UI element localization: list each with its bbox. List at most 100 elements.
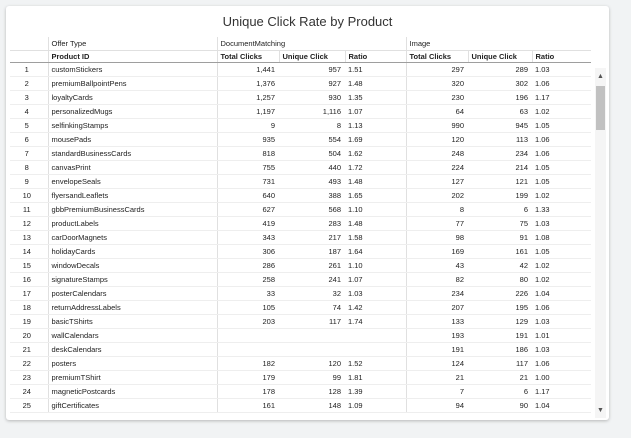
img-unique-click-cell: 21 [468, 370, 532, 385]
img-total-clicks-cell: 133 [405, 314, 468, 329]
dm-ratio-cell: 1.03 [345, 286, 406, 301]
dm-total-clicks-cell: 731 [216, 174, 279, 189]
table-row: 19 basicTShirts 203 117 1.74 133 129 1.03 [10, 314, 591, 329]
img-ratio-cell: 1.06 [532, 356, 591, 371]
header-dm-ratio[interactable]: Ratio [344, 50, 406, 63]
img-total-clicks-cell: 21 [405, 370, 468, 385]
dm-ratio-cell: 1.69 [345, 132, 406, 147]
img-total-clicks-cell: 191 [405, 342, 468, 357]
img-total-clicks-cell: 202 [405, 188, 468, 203]
dm-ratio-cell: 1.13 [345, 118, 406, 133]
product-id-cell: deskCalendars [47, 342, 217, 357]
img-total-clicks-cell: 43 [405, 258, 468, 273]
scroll-up-icon[interactable]: ▲ [597, 73, 604, 80]
product-id-cell: windowDecals [47, 258, 217, 273]
header-img-ratio[interactable]: Ratio [531, 50, 591, 63]
product-id-cell: selfinkingStamps [47, 118, 217, 133]
img-unique-click-cell: 117 [468, 356, 532, 371]
header-index-spacer [10, 37, 48, 51]
dm-total-clicks-cell: 179 [216, 370, 279, 385]
product-id-cell: customStickers [47, 62, 217, 77]
row-index: 3 [10, 90, 48, 105]
dm-ratio-cell: 1.52 [345, 356, 406, 371]
dm-ratio-cell: 1.09 [345, 398, 406, 413]
img-total-clicks-cell: 193 [405, 328, 468, 343]
product-id-cell: mousePads [47, 132, 217, 147]
row-index: 6 [10, 132, 48, 147]
dm-unique-click-cell: 120 [279, 356, 345, 371]
product-id-cell: envelopeSeals [47, 174, 217, 189]
img-ratio-cell: 1.06 [532, 76, 591, 91]
dm-ratio-cell: 1.81 [345, 370, 406, 385]
img-total-clicks-cell: 82 [405, 272, 468, 287]
dm-unique-click-cell: 117 [279, 314, 345, 329]
header-dm-total-clicks[interactable]: Total Clicks [216, 50, 279, 63]
img-unique-click-cell: 63 [468, 104, 532, 119]
row-index: 14 [10, 244, 48, 259]
img-ratio-cell: 1.06 [532, 146, 591, 161]
table-row: 5 selfinkingStamps 9 8 1.13 990 945 1.05 [10, 118, 591, 133]
dm-ratio-cell: 1.48 [345, 76, 406, 91]
product-id-cell: carDoorMagnets [47, 230, 217, 245]
img-ratio-cell: 1.02 [532, 272, 591, 287]
header-img-unique-click[interactable]: Unique Click [467, 50, 532, 63]
img-total-clicks-cell: 990 [405, 118, 468, 133]
row-index: 23 [10, 370, 48, 385]
dm-unique-click-cell: 74 [279, 300, 345, 315]
dm-total-clicks-cell: 105 [216, 300, 279, 315]
scroll-thumb[interactable] [596, 86, 605, 130]
header-product-id[interactable]: Product ID [47, 50, 217, 63]
dm-total-clicks-cell [216, 328, 279, 343]
product-id-cell: loyaltyCards [47, 90, 217, 105]
img-ratio-cell: 1.02 [532, 188, 591, 203]
row-index: 15 [10, 258, 48, 273]
dm-unique-click-cell [279, 342, 345, 357]
dm-ratio-cell: 1.10 [345, 258, 406, 273]
dm-total-clicks-cell: 182 [216, 356, 279, 371]
dm-total-clicks-cell: 203 [216, 314, 279, 329]
product-id-cell: holidayCards [47, 244, 217, 259]
img-ratio-cell: 1.02 [532, 258, 591, 273]
scroll-down-icon[interactable]: ▼ [597, 407, 604, 414]
header-index-spacer-2 [10, 50, 48, 63]
dm-unique-click-cell: 930 [279, 90, 345, 105]
dm-unique-click-cell: 927 [279, 76, 345, 91]
dm-ratio-cell: 1.51 [345, 62, 406, 77]
dm-ratio-cell: 1.10 [345, 202, 406, 217]
dm-ratio-cell: 1.74 [345, 314, 406, 329]
table-row: 15 windowDecals 286 261 1.10 43 42 1.02 [10, 258, 591, 273]
dm-unique-click-cell: 217 [279, 230, 345, 245]
row-index: 19 [10, 314, 48, 329]
dm-unique-click-cell: 568 [279, 202, 345, 217]
dm-total-clicks-cell: 627 [216, 202, 279, 217]
img-ratio-cell: 1.01 [532, 328, 591, 343]
dm-unique-click-cell: 261 [279, 258, 345, 273]
img-total-clicks-cell: 64 [405, 104, 468, 119]
img-total-clicks-cell: 127 [405, 174, 468, 189]
img-unique-click-cell: 234 [468, 146, 532, 161]
dm-total-clicks-cell: 1,257 [216, 90, 279, 105]
img-total-clicks-cell: 207 [405, 300, 468, 315]
product-id-cell: magneticPostcards [47, 384, 217, 399]
product-id-cell: standardBusinessCards [47, 146, 217, 161]
row-index: 7 [10, 146, 48, 161]
dm-unique-click-cell: 99 [279, 370, 345, 385]
table-row: 18 returnAddressLabels 105 74 1.42 207 195 1.06 [10, 300, 591, 315]
table-row: 6 mousePads 935 554 1.69 120 113 1.06 [10, 132, 591, 147]
img-unique-click-cell: 91 [468, 230, 532, 245]
header-img-total-clicks[interactable]: Total Clicks [405, 50, 468, 63]
table-row: 16 signatureStamps 258 241 1.07 82 80 1.02 [10, 272, 591, 287]
dm-ratio-cell: 1.65 [345, 188, 406, 203]
img-ratio-cell: 1.02 [532, 104, 591, 119]
header-dm-unique-click[interactable]: Unique Click [278, 50, 345, 63]
img-unique-click-cell: 90 [468, 398, 532, 413]
row-index: 2 [10, 76, 48, 91]
table-row: 17 posterCalendars 33 32 1.03 234 226 1.04 [10, 286, 591, 301]
dm-ratio-cell: 1.48 [345, 174, 406, 189]
dm-unique-click-cell: 32 [279, 286, 345, 301]
img-total-clicks-cell: 224 [405, 160, 468, 175]
dm-total-clicks-cell [216, 342, 279, 357]
dm-unique-click-cell: 8 [279, 118, 345, 133]
table-row: 20 wallCalendars 193 191 1.01 [10, 328, 591, 343]
vertical-scrollbar[interactable]: ▲ ▼ [595, 68, 606, 418]
